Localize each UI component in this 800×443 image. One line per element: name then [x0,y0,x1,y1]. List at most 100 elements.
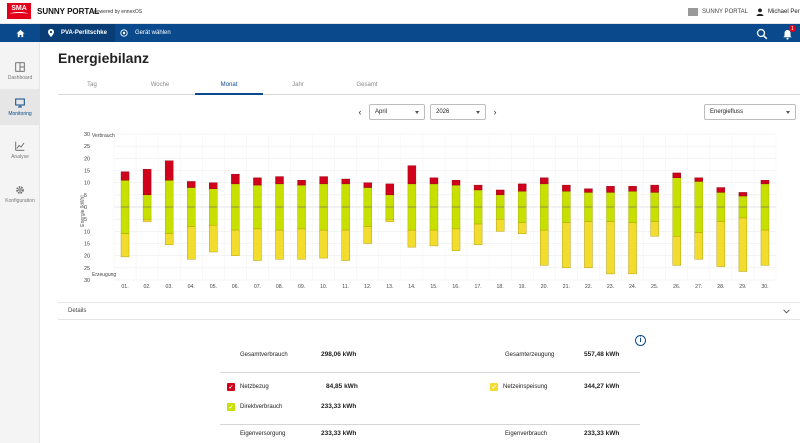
bar-netzeinspeisung [473,223,483,245]
x-tick-label: 18. [497,284,504,290]
sidebar-item-konfiguration[interactable]: Konfiguration [0,176,40,212]
bar-netzeinspeisung [451,228,461,252]
bar-direktverbrauch-erzeugung [297,206,306,230]
bar-direktverbrauch-erzeugung [209,206,218,226]
plant-selector[interactable]: PVA-Perlitschke [40,24,115,42]
bar-direktverbrauch-erzeugung [738,206,748,219]
x-tick-label: 01. [121,284,128,290]
notification-badge: 1 [789,25,796,32]
netzeinspeisung-legend-icon: ✓ [490,383,498,391]
x-tick-label: 08. [276,284,283,290]
bar-netzeinspeisung [429,229,439,247]
bar-netzeinspeisung [495,218,505,232]
bar-direktverbrauch-erzeugung [319,206,328,231]
bar-netzeinspeisung [385,218,395,222]
chevron-down-icon [783,308,790,314]
search-button[interactable] [756,27,768,40]
x-tick-label: 22. [585,284,592,290]
x-tick-label: 29. [739,284,746,290]
bar-netzeinspeisung [518,222,527,234]
y-tick-label: 20 [84,156,90,162]
home-button[interactable] [0,24,40,42]
previous-period-button[interactable]: ‹ [358,107,362,117]
tab-jahr[interactable]: Jahr [292,82,304,88]
verbrauch-label: Verbrauch [92,133,115,139]
sma-logo[interactable]: SMA [7,3,31,19]
view-value: Energiefluss [710,109,744,115]
bar-direktverbrauch-erzeugung [672,206,681,237]
sidebar-item-label: Analyse [11,153,29,160]
details-label: Details [68,308,87,314]
bar-direktverbrauch [429,183,439,208]
sidebar: Dashboard Monitoring Analyse Konfigurati… [0,42,40,443]
powered-by-text: powered by ennexOS [94,9,143,15]
bar-netzeinspeisung [606,221,615,275]
x-tick-label: 26. [673,284,680,290]
tab-gesamt[interactable]: Gesamt [356,82,378,88]
device-selector[interactable]: Gerät wählen [120,24,171,42]
bar-netzbezug [120,171,130,181]
details-toggle[interactable]: Details [58,302,800,320]
x-tick-label: 12. [364,284,371,290]
bar-netzbezug [760,180,770,185]
sidebar-item-analyse[interactable]: Analyse [0,132,40,168]
bar-netzbezug [451,180,461,186]
bar-netzeinspeisung [672,235,681,266]
y-tick-label: 20 [84,254,90,260]
home-icon [15,29,25,37]
bar-direktverbrauch [451,184,461,208]
bar-direktverbrauch [120,180,130,208]
bell-icon [783,30,792,40]
info-icon[interactable]: i [635,335,646,346]
bar-netzeinspeisung [650,221,659,237]
tab-woche[interactable]: Woche [150,82,170,88]
navigation-bar: PVA-Perlitschke Gerät wählen 1 [0,24,800,42]
netzbezug-label: Netzbezug [240,384,269,390]
bar-direktverbrauch-erzeugung [363,206,372,227]
y-axis-label: Energie [kWh] [80,195,86,227]
plant-name: PVA-Perlitschke [61,30,107,36]
bar-netzbezug [209,182,218,189]
sidebar-item-monitoring[interactable]: Monitoring [0,89,40,125]
gesamtverbrauch-label: Gesamtverbrauch [240,352,288,358]
erzeugung-label: Erzeugung [92,272,116,278]
x-tick-label: 17. [474,284,481,290]
dashboard-icon [15,61,25,72]
portal-switch-button[interactable]: SUNNY PORTAL [688,5,748,19]
bar-netzbezug [606,186,615,193]
bar-netzeinspeisung [120,233,130,258]
tab-tag[interactable]: Tag [87,82,97,88]
tab-monat[interactable]: Monat [195,79,263,95]
bar-netzbezug [584,188,593,193]
month-select[interactable]: April [369,104,425,120]
summary-divider [220,372,640,373]
y-tick-label: 25 [84,266,90,272]
notifications-button[interactable]: 1 [782,25,796,40]
eigenversorgung-label: Eigenversorgung [240,431,286,437]
bar-netzbezug [187,181,196,188]
bar-direktverbrauch-erzeugung [606,206,615,222]
user-menu[interactable]: Michael Per [756,5,800,19]
bar-direktverbrauch-erzeugung [120,206,130,234]
bar-direktverbrauch-erzeugung [275,206,284,231]
year-select[interactable]: 2026 [430,104,486,120]
bar-direktverbrauch-erzeugung [628,206,637,224]
netzbezug-value: 84,85 kWh [326,383,358,390]
bar-netzbezug [628,186,637,192]
sidebar-item-dashboard[interactable]: Dashboard [0,53,40,89]
portal-logo-icon [688,8,698,16]
x-tick-label: 09. [298,284,305,290]
monitor-icon [15,98,25,107]
view-select[interactable]: Energiefluss [704,104,796,120]
bar-direktverbrauch [495,194,505,208]
bar-direktverbrauch-erzeugung [142,206,152,220]
bar-netzbezug [716,187,726,193]
analysis-icon [15,141,25,151]
bar-netzeinspeisung [562,222,571,269]
next-period-button[interactable]: › [493,107,497,117]
x-tick-label: 15. [430,284,437,290]
user-icon [756,8,764,16]
bar-netzeinspeisung [253,228,262,261]
bar-direktverbrauch [275,183,284,208]
bar-direktverbrauch [231,183,240,208]
